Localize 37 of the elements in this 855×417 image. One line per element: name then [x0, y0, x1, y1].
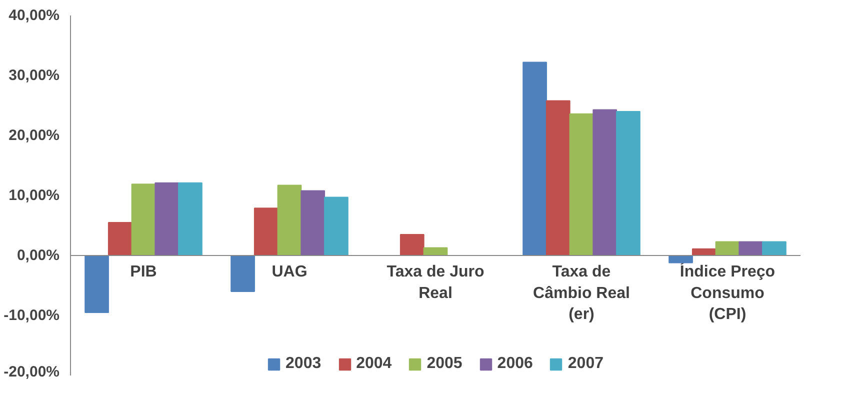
x-tick-label: Taxa de Câmbio Real (er) [533, 264, 630, 323]
bar [324, 196, 348, 256]
x-tick-label: UAG [272, 264, 308, 280]
legend-label: 2007 [568, 355, 604, 373]
y-tick-label: 30,00% [8, 67, 60, 84]
y-tick-label: -20,00% [4, 364, 60, 380]
bar [131, 184, 156, 256]
bar [738, 241, 764, 256]
bar [300, 190, 326, 256]
bar [423, 247, 448, 256]
bar [84, 255, 109, 313]
bar [715, 241, 740, 256]
bar [592, 109, 618, 256]
y-tick-label: 10,00% [8, 187, 60, 204]
bar [254, 208, 278, 256]
legend-label: 2006 [497, 355, 533, 373]
bar [546, 100, 570, 256]
x-tick-label: PIB [130, 264, 157, 280]
legend-label: 2003 [286, 355, 322, 373]
y-tick-label: 20,00% [8, 127, 60, 144]
bar [178, 182, 202, 256]
bar [616, 111, 640, 256]
legend-label: 2005 [426, 355, 462, 373]
bar [230, 255, 255, 292]
bar [569, 113, 594, 256]
legend-label: 2004 [356, 355, 392, 373]
bar [400, 234, 424, 256]
x-tick-label: Índice Preço Consumo (CPI) [680, 262, 776, 323]
y-tick-label: 0,00% [16, 247, 60, 264]
bar [277, 184, 302, 256]
y-tick-label: 40,00% [8, 7, 60, 24]
bar [762, 241, 786, 256]
x-tick-label: Taxa de Juro Real [386, 264, 484, 302]
y-tick-label: -10,00% [4, 307, 60, 324]
bar [154, 182, 180, 256]
bar [522, 62, 547, 256]
bar [108, 222, 132, 256]
